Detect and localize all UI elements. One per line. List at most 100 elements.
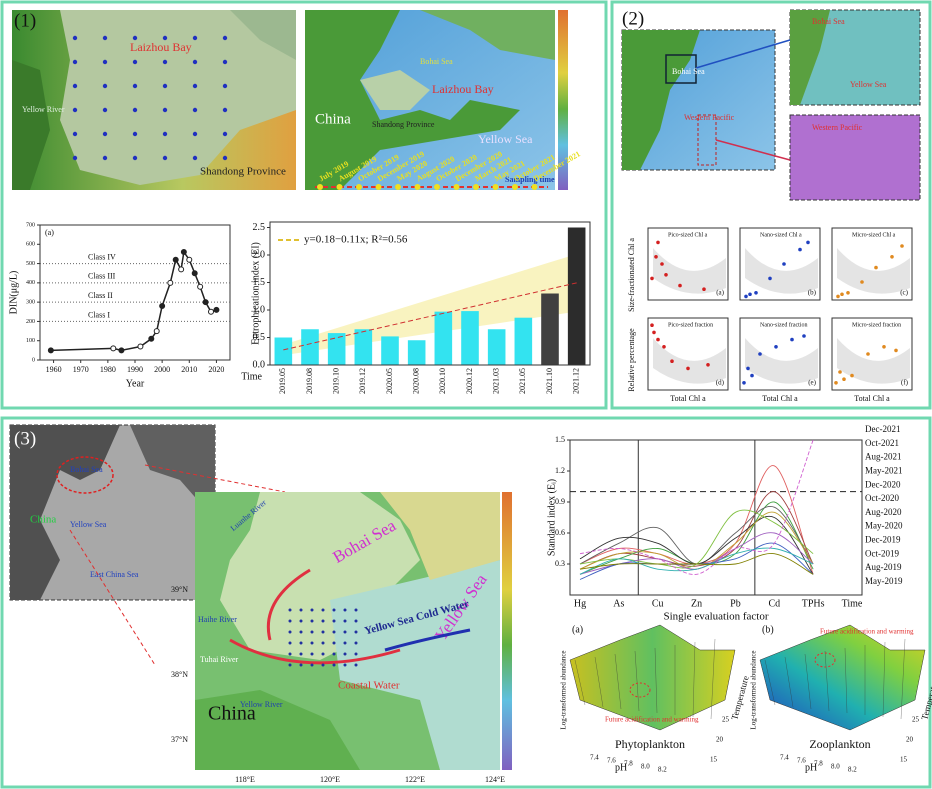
station xyxy=(192,59,198,65)
scatter-point xyxy=(754,291,758,295)
x-tick-label: Zn xyxy=(691,598,702,609)
station xyxy=(321,608,325,612)
station xyxy=(299,630,303,634)
din-line xyxy=(50,250,217,352)
x-tick-label: 2021.10 xyxy=(545,368,554,394)
x-tick-label: 2019.12 xyxy=(358,368,367,394)
panel-label: (b) xyxy=(762,624,774,635)
scatter-point xyxy=(836,294,840,299)
ph-tick-label: 8.2 xyxy=(848,766,857,774)
mesh-line xyxy=(692,641,696,718)
din-point xyxy=(186,256,193,263)
temp-tick-label: 25 xyxy=(722,716,730,724)
panel-label: (2) xyxy=(622,8,644,29)
scatter-point xyxy=(842,377,846,382)
station xyxy=(102,59,108,65)
x-tick-label: 2021.03 xyxy=(491,368,500,394)
y-tick-label: 600 xyxy=(26,242,35,248)
scatter-point xyxy=(758,352,762,356)
y-tick-label: 500 xyxy=(26,261,35,267)
y-axis-label: Relative percentage xyxy=(627,328,636,392)
station xyxy=(354,641,358,645)
map-label: Yellow River xyxy=(240,700,283,709)
mesh-line xyxy=(784,656,794,708)
legend-label: Dec-2021 xyxy=(865,424,901,434)
legend-label: y=0.18−0.11x; R²=0.56 xyxy=(304,234,408,246)
ph-tick-label: 7.6 xyxy=(797,757,806,765)
scatter-point xyxy=(748,292,752,297)
map-label: Western Pacific xyxy=(812,123,863,132)
station xyxy=(72,131,78,137)
class-label: Class III xyxy=(88,272,116,281)
y-tick-label: 2.0 xyxy=(253,249,266,260)
highlight xyxy=(814,652,836,668)
timeline-dot xyxy=(395,184,401,190)
station xyxy=(132,155,138,161)
x-tick-label: 1960 xyxy=(46,365,62,374)
x-tick-label: 2019.08 xyxy=(305,368,314,394)
station xyxy=(162,35,168,41)
legend-label: Oct-2020 xyxy=(865,493,899,503)
y-tick-label: 0.6 xyxy=(555,528,565,537)
panel-label: (a) xyxy=(572,624,583,635)
timeline-dot xyxy=(453,184,460,190)
map-laizhou xyxy=(12,10,296,190)
station xyxy=(222,35,228,41)
scatter-point xyxy=(706,363,710,367)
lon-tick-label: 124°E xyxy=(485,775,505,784)
lat-tick-label: 38°N xyxy=(171,670,188,679)
station xyxy=(343,619,347,623)
subplot-title: Nano-sized fraction xyxy=(760,321,807,328)
lon-tick-label: 118°E xyxy=(235,775,255,784)
y-axis-label: Size-fractionated Chl a xyxy=(627,238,636,312)
map-region xyxy=(305,10,568,190)
din-point xyxy=(180,249,187,255)
timeline-dot xyxy=(492,184,499,190)
bar xyxy=(434,311,453,365)
station xyxy=(354,608,358,612)
x-tick-label: 2020.12 xyxy=(465,368,474,394)
x-tick-label: 2010 xyxy=(181,365,197,374)
y-tick-label: 1.5 xyxy=(253,277,266,288)
scatter-point xyxy=(874,265,878,270)
scatter-point xyxy=(790,337,794,342)
mesh-line xyxy=(634,650,640,712)
scatter-point xyxy=(850,373,854,378)
y-tick-label: 1.5 xyxy=(555,435,565,444)
station xyxy=(222,83,228,89)
station xyxy=(192,131,198,137)
panel-frame xyxy=(0,416,932,789)
map-label: Yellow River xyxy=(22,105,65,114)
subplot-title: Pico-sized fraction xyxy=(668,321,713,328)
arrow xyxy=(695,39,791,69)
y-axis-label: Temperature xyxy=(729,675,750,721)
timeline-dot xyxy=(336,184,343,190)
mesh-line xyxy=(764,659,776,706)
timeline-dot xyxy=(434,184,440,190)
panel-label: (d) xyxy=(716,379,725,387)
scatter-point xyxy=(894,348,898,353)
map-label: Shandong Province xyxy=(200,166,286,178)
legend-label: Aug-2019 xyxy=(865,562,902,572)
temp-tick-label: 25 xyxy=(912,716,920,724)
station xyxy=(132,59,138,65)
station xyxy=(354,652,358,656)
din-point xyxy=(153,328,160,335)
surface xyxy=(569,624,736,731)
station xyxy=(72,83,78,89)
scatter-point xyxy=(900,244,904,248)
bar xyxy=(354,329,373,365)
annotation: Future acidification and warming xyxy=(605,716,699,724)
subplot-title: Nano-sized Chl a xyxy=(760,232,802,238)
station xyxy=(222,155,228,161)
bar xyxy=(327,333,346,365)
y-axis-label: Eutrophication index (EI) xyxy=(250,242,261,345)
temp-tick-label: 15 xyxy=(710,756,718,764)
z-axis-label: Log-transformed abundance xyxy=(560,650,568,729)
confidence-band xyxy=(653,338,726,384)
ph-tick-label: 7.4 xyxy=(590,754,599,762)
scatter-point xyxy=(702,287,706,292)
panel-label: (e) xyxy=(808,379,816,387)
y-tick-label: 0.3 xyxy=(555,559,565,568)
map-inset xyxy=(9,424,216,601)
